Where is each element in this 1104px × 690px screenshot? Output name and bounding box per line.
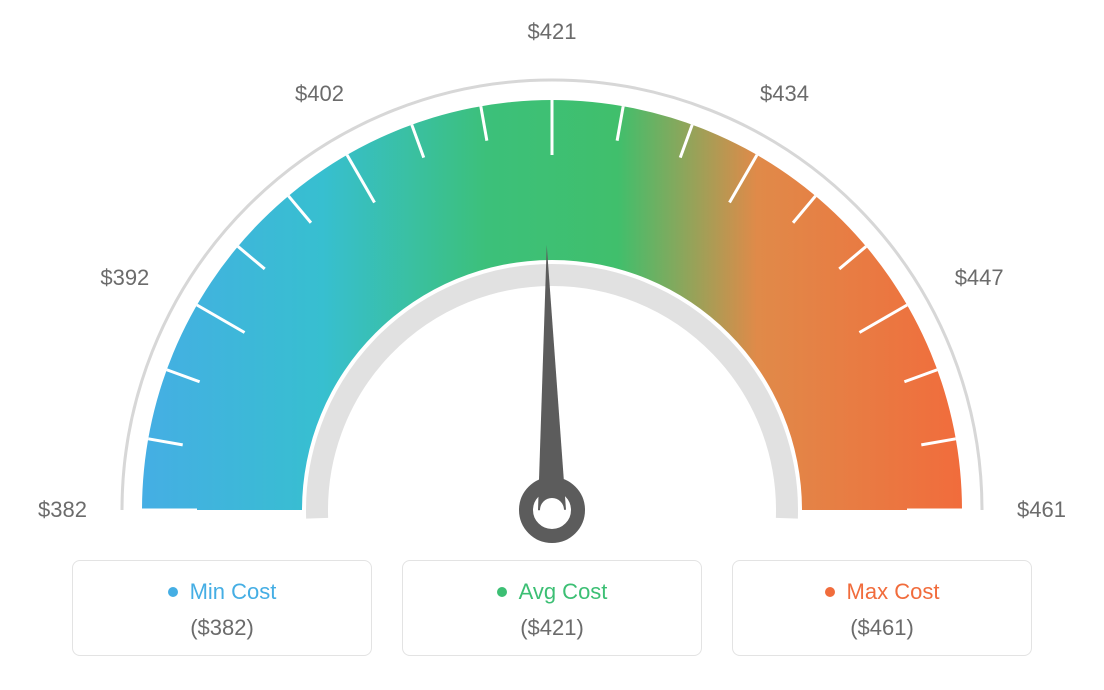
gauge-tick-label: $447 <box>955 265 1004 291</box>
legend-row: Min Cost ($382) Avg Cost ($421) Max Cost… <box>30 560 1074 656</box>
gauge-tick-label: $434 <box>760 81 809 107</box>
gauge-tick-label: $461 <box>1017 497 1066 523</box>
legend-value-max: ($461) <box>733 615 1031 641</box>
gauge-tick-label: $402 <box>295 81 344 107</box>
gauge-tick-label: $382 <box>38 497 87 523</box>
gauge-svg <box>30 30 1074 550</box>
legend-card-min: Min Cost ($382) <box>72 560 372 656</box>
legend-card-max: Max Cost ($461) <box>732 560 1032 656</box>
legend-label-max: Max Cost <box>847 579 940 605</box>
gauge-tick-label: $421 <box>528 19 577 45</box>
legend-value-avg: ($421) <box>403 615 701 641</box>
legend-value-min: ($382) <box>73 615 371 641</box>
legend-label-avg: Avg Cost <box>519 579 608 605</box>
gauge-tick-label: $392 <box>100 265 149 291</box>
legend-card-avg: Avg Cost ($421) <box>402 560 702 656</box>
legend-dot-avg <box>497 587 507 597</box>
legend-dot-max <box>825 587 835 597</box>
gauge-chart: $382$392$402$421$434$447$461 <box>30 30 1074 550</box>
legend-dot-min <box>168 587 178 597</box>
legend-label-min: Min Cost <box>190 579 277 605</box>
